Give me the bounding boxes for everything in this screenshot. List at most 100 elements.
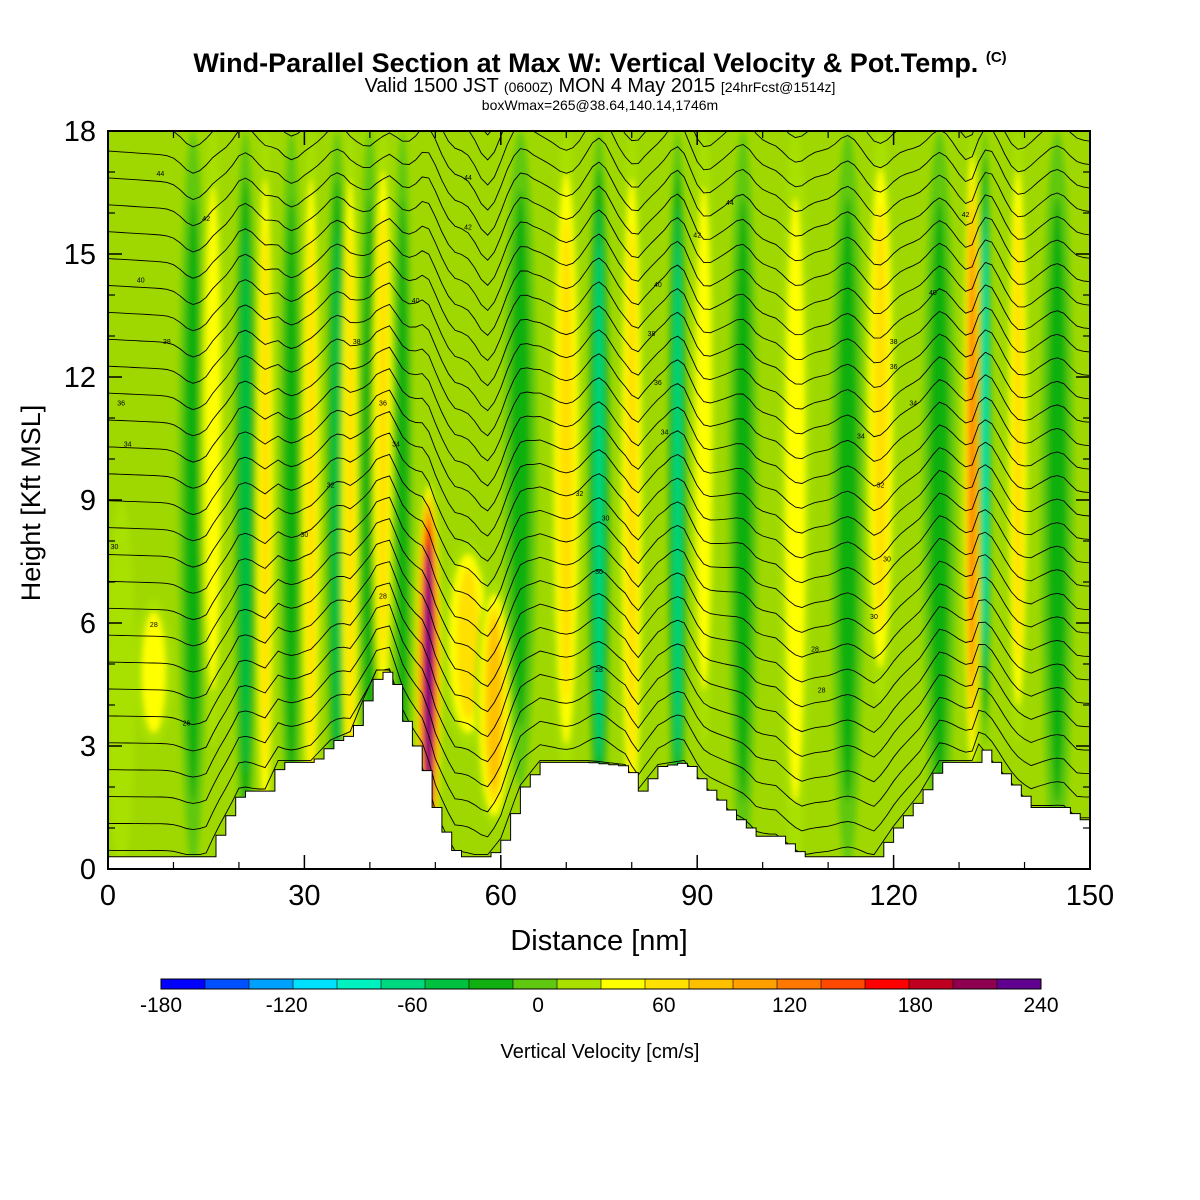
isentrope-label: 42 xyxy=(202,216,210,223)
box-info: boxWmax=265@38.64,140.14,1746m xyxy=(481,97,719,113)
isentrope-line xyxy=(108,625,1090,788)
isentrope-label: 36 xyxy=(890,364,898,371)
colorbar-swatch xyxy=(733,979,778,989)
isentrope-line xyxy=(108,432,1090,562)
velocity-band-layer xyxy=(396,197,409,803)
velocity-band xyxy=(371,131,395,746)
x-tick-label: 150 xyxy=(1066,880,1114,912)
isentrope-line xyxy=(108,325,1090,438)
colorbar-swatch xyxy=(601,979,646,989)
isentrope-line xyxy=(108,603,1090,763)
colorbar-swatch xyxy=(953,979,998,989)
isentrope-line xyxy=(108,496,1090,637)
isentrope-line xyxy=(108,131,1090,218)
forecast-info: [24hrFcst@1514z] xyxy=(720,79,836,95)
y-axis-label: Height [Kft MSL] xyxy=(16,405,46,602)
isentrope-labels: 44 42 40 38 36 34 30 28 26 44 42 40 38 36 34 32 30 28 44 42… xyxy=(111,171,970,727)
velocity-band xyxy=(962,131,982,787)
velocity-band-layer xyxy=(204,186,221,691)
velocity-band-layer xyxy=(108,500,136,869)
y-tick-label: 6 xyxy=(80,608,96,640)
isentrope-line xyxy=(171,131,1090,195)
velocity-band xyxy=(549,131,583,787)
velocity-band xyxy=(1006,131,1030,746)
velocity-band xyxy=(340,131,361,869)
isentrope-label: 40 xyxy=(654,282,662,289)
isentrope-label: 42 xyxy=(693,233,701,240)
velocity-band-layer xyxy=(734,197,752,803)
isentrope-line xyxy=(108,475,1090,612)
velocity-band xyxy=(504,131,537,787)
isentrope-line xyxy=(108,539,1090,687)
isentrope-label: 42 xyxy=(464,224,472,231)
isentrope-label: 38 xyxy=(353,339,361,346)
title-block: Wind-Parallel Section at Max W: Vertical… xyxy=(0,42,1200,113)
x-tick-label: 120 xyxy=(869,880,917,912)
velocity-band xyxy=(831,131,865,869)
isentrope-label: 34 xyxy=(392,442,400,449)
velocity-band-layer xyxy=(346,225,355,775)
colorbar-tick-label: 180 xyxy=(898,994,933,1017)
y-tick-label: 18 xyxy=(64,116,96,148)
colorbar-swatch xyxy=(865,979,910,989)
velocity-band xyxy=(690,131,717,746)
plot-area: 44 42 40 38 36 34 30 28 26 44 42 40 38 36 34 32 30 28 44 42… xyxy=(108,131,1090,869)
colorbar-swatch xyxy=(425,979,470,989)
y-tick-label: 15 xyxy=(64,239,96,271)
colorbar-swatch xyxy=(161,979,206,989)
x-tick-label: 30 xyxy=(288,880,320,912)
velocity-band xyxy=(1040,131,1074,869)
isentrope-label: 40 xyxy=(137,278,145,285)
x-tick-label: 0 xyxy=(100,880,116,912)
velocity-band-layer xyxy=(983,231,988,646)
isentrope-line xyxy=(108,218,1090,315)
isentrope-label: 38 xyxy=(163,339,171,346)
colorbar-label: Vertical Velocity [cm/s] xyxy=(501,1041,700,1063)
colorbar-swatch xyxy=(821,979,866,989)
x-axis-label: Distance [nm] xyxy=(510,925,687,957)
colorbar-swatch xyxy=(645,979,690,989)
colorbar-tick-label: 60 xyxy=(652,994,675,1017)
colorbar-swatch xyxy=(293,979,338,989)
velocity-band xyxy=(474,582,514,828)
isentrope-line xyxy=(108,196,1090,290)
colorbar-swatch xyxy=(513,979,558,989)
isentrope-label: 30 xyxy=(111,544,119,551)
isentrope-label: 32 xyxy=(575,491,583,498)
velocity-band-layer xyxy=(559,215,574,703)
velocity-band-layer xyxy=(1012,210,1024,667)
isentrope-label: 26 xyxy=(183,721,191,728)
isentrope-label: 34 xyxy=(909,401,917,408)
isentrope-lines xyxy=(108,131,1090,856)
y-tick-label: 3 xyxy=(80,731,96,763)
colorbar-swatch xyxy=(689,979,734,989)
isentrope-line xyxy=(468,131,1090,173)
velocity-band-layer xyxy=(184,197,202,803)
velocity-band-layer xyxy=(510,190,531,728)
isentrope-label: 32 xyxy=(877,483,885,490)
isentrope-label: 44 xyxy=(464,175,472,182)
velocity-band-layer xyxy=(695,186,712,691)
velocity-band xyxy=(728,131,758,869)
x-tick-label: 60 xyxy=(485,880,517,912)
isentrope-label: 30 xyxy=(602,516,610,523)
colorbar-swatch xyxy=(777,979,822,989)
isentrope-label: 42 xyxy=(962,212,970,219)
velocity-band-layer xyxy=(284,197,299,803)
colorbar-swatch xyxy=(337,979,382,989)
valid-date: MON 4 May 2015 xyxy=(558,75,716,97)
colorbar-tick-label: -60 xyxy=(397,994,427,1017)
isentrope-label: 40 xyxy=(929,290,937,297)
isentrope-label: 30 xyxy=(595,569,603,576)
velocity-band xyxy=(978,131,992,746)
terrain-mask xyxy=(108,671,1090,869)
velocity-band-layer xyxy=(306,225,316,775)
x-axis: 0 30 60 90 120 150 xyxy=(100,131,1114,912)
colorbar-tick-label: 0 xyxy=(532,994,544,1017)
isentrope-label: 36 xyxy=(654,380,662,387)
isentrope-line xyxy=(108,410,1090,537)
colorbar-swatch xyxy=(249,979,294,989)
velocity-band xyxy=(618,131,645,869)
